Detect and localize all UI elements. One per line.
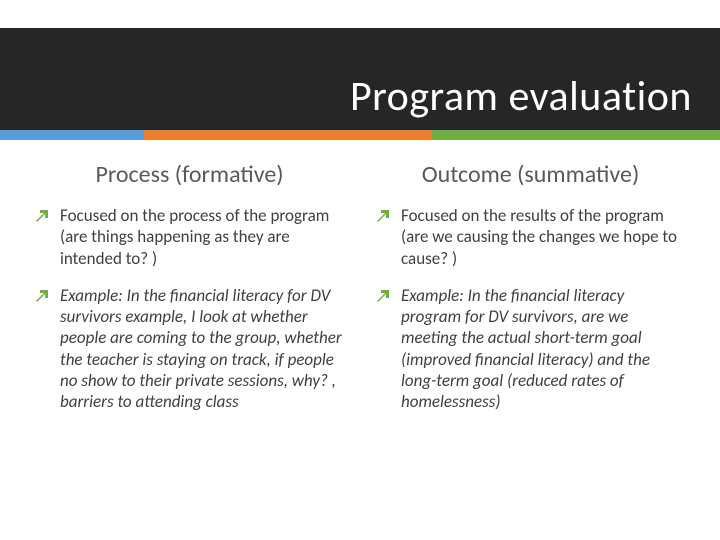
slide-title: Program evaluation (350, 71, 692, 122)
column-outcome: Outcome (summative) Focused on the result… (375, 160, 686, 520)
bullet-text: Focused on the results of the program (a… (401, 205, 686, 269)
arrow-icon (375, 288, 391, 304)
column-process: Process (formative) Focused on the proces… (34, 160, 345, 520)
bullet-text: Example: In the financial literacy progr… (401, 285, 686, 413)
bullet-item: Focused on the results of the program (a… (375, 205, 686, 269)
bullet-text: Focused on the process of the program (a… (60, 205, 345, 269)
bullet-item: Example: In the financial literacy progr… (375, 285, 686, 413)
column-heading: Process (formative) (34, 160, 345, 189)
accent-segment (144, 130, 432, 140)
column-heading: Outcome (summative) (375, 160, 686, 189)
bullet-item: Focused on the process of the program (a… (34, 205, 345, 269)
bullet-text: Example: In the financial literacy for D… (60, 285, 345, 413)
accent-segment (0, 130, 144, 140)
accent-strip (0, 130, 720, 140)
accent-segment (432, 130, 720, 140)
slide-root: Program evaluation Process (formative) Fo… (0, 0, 720, 540)
arrow-icon (375, 208, 391, 224)
arrow-icon (34, 208, 50, 224)
arrow-icon (34, 288, 50, 304)
content-area: Process (formative) Focused on the proces… (34, 160, 686, 520)
bullet-item: Example: In the financial literacy for D… (34, 285, 345, 413)
header-band: Program evaluation (0, 28, 720, 130)
